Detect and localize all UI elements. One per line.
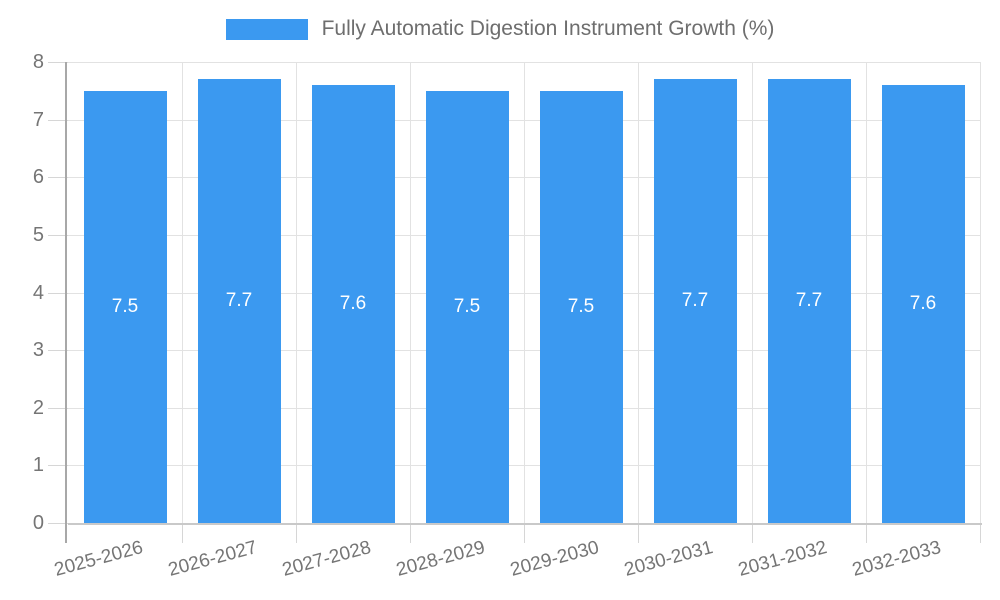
y-axis-tick [48,350,68,351]
vertical-gridline [410,62,411,523]
y-axis-tick [48,408,68,409]
y-axis-label: 3 [32,339,44,361]
vertical-gridline [182,62,183,523]
bar[interactable] [198,79,281,523]
y-axis-tick [48,235,68,236]
bar-value-label: 7.7 [225,290,253,311]
plot-area: 7.5 7.7 7.6 7.5 7.5 7.7 7.7 7.6 [68,62,981,523]
bar-value-label: 7.5 [453,296,481,317]
bar-value-label: 7.6 [339,293,367,314]
y-axis-tick [48,177,68,178]
legend-label: Fully Automatic Digestion Instrument Gro… [321,17,775,40]
x-axis-line [68,523,982,525]
y-axis-label: 2 [32,397,44,419]
x-axis-label: 2031-2032 [736,537,830,581]
bar-value-label: 7.6 [909,293,937,314]
bar-value-label: 7.7 [681,290,709,311]
bar[interactable] [426,91,509,523]
x-axis-tick [410,523,411,543]
y-axis-tick [48,523,68,524]
y-axis-label: 8 [32,51,44,73]
vertical-gridline [524,62,525,523]
bar-value-label: 7.5 [111,296,139,317]
y-axis-tick [48,293,68,294]
x-axis-tick [980,523,981,543]
y-axis-label: 7 [32,109,44,131]
y-axis-tick [48,62,68,63]
bar[interactable] [540,91,623,523]
bar[interactable] [768,79,851,523]
vertical-gridline [296,62,297,523]
x-axis-tick [752,523,753,543]
vertical-gridline [638,62,639,523]
vertical-gridline [752,62,753,523]
chart-legend[interactable]: Fully Automatic Digestion Instrument Gro… [0,16,1000,42]
x-axis-tick [524,523,525,543]
vertical-gridline [980,62,981,523]
bar[interactable] [882,85,965,523]
y-axis-label: 4 [32,282,44,304]
bar[interactable] [312,85,395,523]
x-axis-label: 2027-2028 [280,537,374,581]
bar[interactable] [654,79,737,523]
x-axis-label: 2029-2030 [508,537,602,581]
x-axis-label: 2025-2026 [52,537,146,581]
x-axis-label: 2028-2029 [394,537,488,581]
y-axis-label: 1 [32,454,44,476]
x-axis-tick [866,523,867,543]
x-axis-label: 2030-2031 [622,537,716,581]
y-axis-label: 5 [32,224,44,246]
legend-swatch[interactable] [225,18,308,40]
y-axis-label: 6 [32,166,44,188]
y-axis-line [65,62,67,543]
y-axis-tick [48,120,68,121]
bar-value-label: 7.7 [795,290,823,311]
x-axis-tick [182,523,183,543]
x-axis-tick [296,523,297,543]
x-axis-label: 2026-2027 [166,537,260,581]
y-axis-label: 0 [32,512,44,534]
x-axis-tick [638,523,639,543]
x-axis-label: 2032-2033 [850,537,944,581]
vertical-gridline [866,62,867,523]
bar-value-label: 7.5 [567,296,595,317]
y-axis-tick [48,465,68,466]
bar[interactable] [84,91,167,523]
